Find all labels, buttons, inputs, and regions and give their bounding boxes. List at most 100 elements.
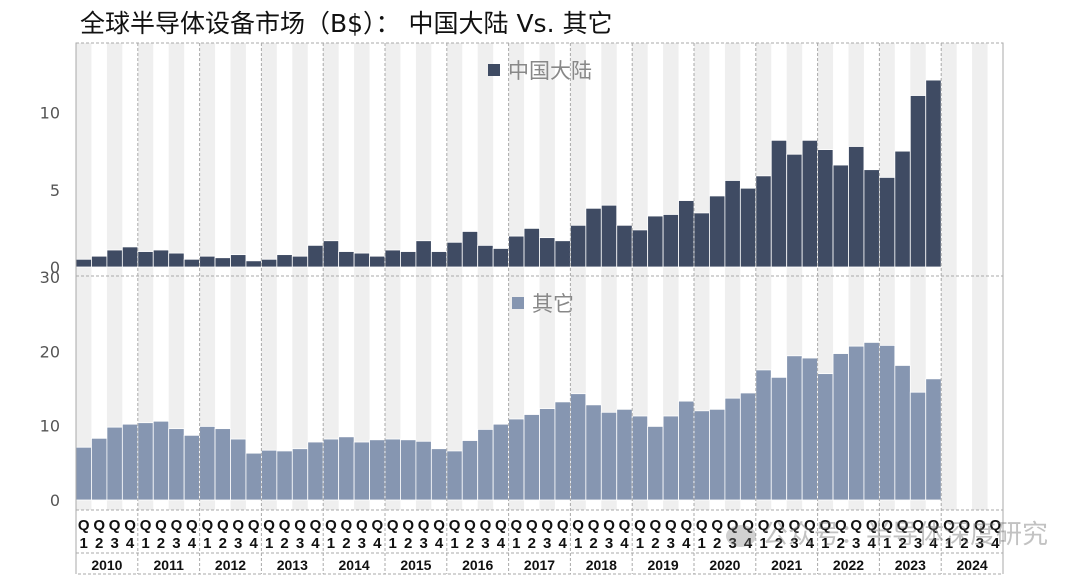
bar bbox=[137, 251, 154, 268]
bar bbox=[168, 428, 185, 501]
quarter-letter: Q bbox=[263, 517, 275, 534]
quarter-number: 4 bbox=[373, 535, 382, 552]
bar bbox=[400, 439, 417, 501]
quarter-letter: Q bbox=[279, 517, 291, 534]
bar bbox=[106, 249, 123, 268]
quarter-number: 4 bbox=[126, 535, 135, 552]
bar bbox=[322, 240, 340, 268]
bar bbox=[739, 392, 757, 501]
quarter-letter: Q bbox=[124, 517, 136, 534]
quarter-letter: Q bbox=[155, 517, 167, 534]
bar bbox=[585, 207, 602, 268]
quarter-number: 3 bbox=[852, 535, 860, 552]
bar bbox=[570, 224, 587, 268]
bar bbox=[260, 449, 278, 501]
bar bbox=[600, 204, 618, 268]
quarter-number: 2 bbox=[219, 535, 227, 552]
quarter-number: 4 bbox=[435, 535, 444, 552]
quarter-number: 3 bbox=[358, 535, 366, 552]
quarter-number: 2 bbox=[898, 535, 906, 552]
bar bbox=[121, 423, 139, 501]
quarter-letter: Q bbox=[881, 517, 893, 534]
quarter-letter: Q bbox=[572, 517, 584, 534]
quarter-number: 1 bbox=[759, 535, 767, 552]
bar bbox=[508, 235, 525, 268]
bar bbox=[245, 260, 262, 268]
column-band bbox=[972, 43, 988, 510]
quarter-number: 3 bbox=[296, 535, 304, 552]
quarter-number: 2 bbox=[713, 535, 721, 552]
quarter-number: 3 bbox=[605, 535, 613, 552]
quarter-number: 4 bbox=[868, 535, 877, 552]
quarter-letter: Q bbox=[974, 517, 986, 534]
quarter-number: 2 bbox=[342, 535, 350, 552]
year-label: 2015 bbox=[400, 557, 431, 573]
bar bbox=[709, 195, 726, 268]
bar bbox=[925, 79, 942, 268]
bar bbox=[678, 200, 695, 268]
quarter-number: 3 bbox=[976, 535, 984, 552]
bar bbox=[415, 240, 432, 268]
quarter-letter: Q bbox=[171, 517, 183, 534]
quarter-number: 2 bbox=[960, 535, 968, 552]
year-label: 2022 bbox=[833, 557, 864, 573]
quarter-letter: Q bbox=[897, 517, 909, 534]
quarter-letter: Q bbox=[526, 517, 538, 534]
quarter-number: 3 bbox=[667, 535, 675, 552]
year-label: 2018 bbox=[586, 557, 617, 573]
bar bbox=[909, 95, 927, 268]
bar bbox=[400, 251, 417, 268]
bar bbox=[832, 353, 849, 501]
quarter-number: 4 bbox=[682, 535, 691, 552]
quarter-number: 2 bbox=[95, 535, 103, 552]
bar bbox=[879, 176, 896, 268]
bar bbox=[616, 408, 633, 501]
year-label: 2013 bbox=[277, 557, 308, 573]
bar bbox=[770, 376, 788, 501]
quarter-number: 3 bbox=[172, 535, 180, 552]
bar bbox=[106, 426, 123, 501]
quarter-letter: Q bbox=[696, 517, 708, 534]
bar bbox=[554, 240, 571, 268]
year-label: 2020 bbox=[709, 557, 740, 573]
bar bbox=[508, 418, 525, 501]
bar bbox=[291, 255, 309, 268]
bar bbox=[693, 410, 710, 501]
bar bbox=[770, 139, 788, 268]
quarter-letter: Q bbox=[217, 517, 229, 534]
bar bbox=[739, 187, 757, 268]
bar bbox=[291, 448, 309, 501]
column-band bbox=[261, 43, 277, 510]
bar bbox=[554, 401, 571, 501]
bar bbox=[91, 437, 108, 501]
quarter-number: 2 bbox=[528, 535, 536, 552]
quarter-number: 1 bbox=[574, 535, 582, 552]
column-band bbox=[477, 43, 494, 510]
quarter-letter: Q bbox=[325, 517, 337, 534]
bar bbox=[647, 215, 664, 268]
bar bbox=[585, 404, 602, 501]
quarter-letter: Q bbox=[603, 517, 615, 534]
quarter-number: 3 bbox=[481, 535, 489, 552]
chart-title: 全球半导体设备市场（B$）： 中国大陆 Vs. 其它 bbox=[80, 9, 613, 38]
bar bbox=[230, 438, 247, 501]
bar bbox=[230, 254, 247, 268]
bar bbox=[647, 426, 664, 501]
quarter-number: 1 bbox=[945, 535, 953, 552]
quarter-letter: Q bbox=[742, 517, 754, 534]
bar bbox=[786, 153, 803, 268]
quarter-letter: Q bbox=[356, 517, 368, 534]
quarter-number: 2 bbox=[775, 535, 783, 552]
quarter-letter: Q bbox=[310, 517, 322, 534]
bar bbox=[848, 345, 865, 501]
quarter-letter: Q bbox=[727, 517, 739, 534]
quarter-letter: Q bbox=[773, 517, 785, 534]
quarter-letter: Q bbox=[464, 517, 476, 534]
quarter-letter: Q bbox=[109, 517, 121, 534]
bar bbox=[600, 411, 618, 501]
year-label: 2019 bbox=[648, 557, 679, 573]
quarter-number: 3 bbox=[110, 535, 118, 552]
y-tick-label: 30 bbox=[40, 268, 60, 287]
bar bbox=[724, 180, 741, 268]
bar bbox=[430, 251, 448, 268]
